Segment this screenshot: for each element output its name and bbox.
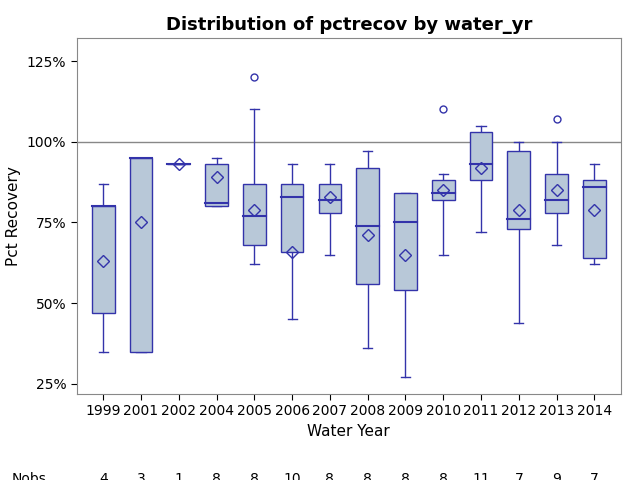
Text: 9: 9 <box>552 472 561 480</box>
FancyBboxPatch shape <box>432 180 454 200</box>
Text: 8: 8 <box>250 472 259 480</box>
FancyBboxPatch shape <box>583 180 605 258</box>
Y-axis label: Pct Recovery: Pct Recovery <box>6 166 21 266</box>
FancyBboxPatch shape <box>130 158 152 352</box>
Text: 8: 8 <box>401 472 410 480</box>
X-axis label: Water Year: Water Year <box>307 423 390 439</box>
Text: 11: 11 <box>472 472 490 480</box>
Text: 8: 8 <box>326 472 334 480</box>
Text: 3: 3 <box>137 472 145 480</box>
FancyBboxPatch shape <box>319 184 341 213</box>
FancyBboxPatch shape <box>545 174 568 213</box>
FancyBboxPatch shape <box>205 164 228 206</box>
Title: Distribution of pctrecov by water_yr: Distribution of pctrecov by water_yr <box>166 16 532 34</box>
Text: 8: 8 <box>212 472 221 480</box>
Text: 8: 8 <box>439 472 448 480</box>
Text: 7: 7 <box>515 472 523 480</box>
FancyBboxPatch shape <box>243 184 266 245</box>
Text: 10: 10 <box>284 472 301 480</box>
Text: 4: 4 <box>99 472 108 480</box>
FancyBboxPatch shape <box>508 151 530 229</box>
FancyBboxPatch shape <box>470 132 492 180</box>
FancyBboxPatch shape <box>92 206 115 313</box>
FancyBboxPatch shape <box>394 193 417 290</box>
Text: 1: 1 <box>174 472 183 480</box>
Text: Nobs: Nobs <box>12 472 47 480</box>
FancyBboxPatch shape <box>281 184 303 252</box>
FancyBboxPatch shape <box>356 168 379 284</box>
Text: 8: 8 <box>364 472 372 480</box>
Text: 7: 7 <box>590 472 599 480</box>
